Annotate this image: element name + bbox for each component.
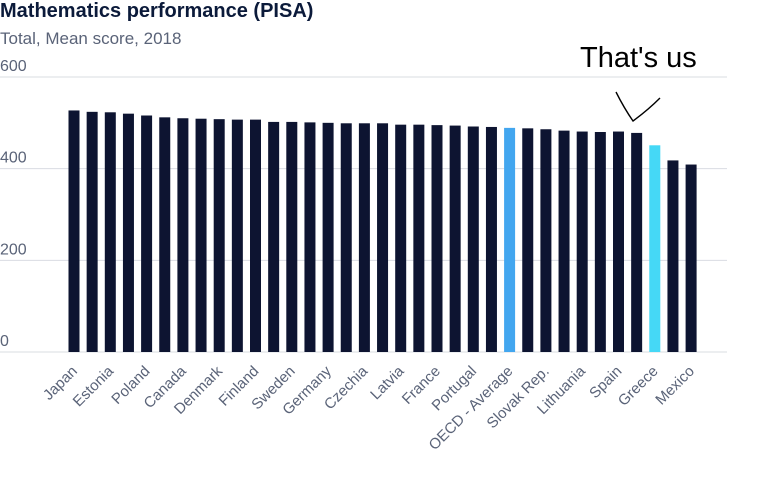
bar xyxy=(467,126,479,352)
bar xyxy=(340,123,352,353)
bar xyxy=(649,145,661,352)
bar xyxy=(631,132,643,352)
bar xyxy=(449,125,461,352)
bar xyxy=(141,115,153,352)
bar xyxy=(504,127,516,352)
bar xyxy=(613,131,624,352)
bar xyxy=(522,128,534,352)
bar xyxy=(159,117,171,352)
bar xyxy=(286,121,298,353)
annotation-text: That's us xyxy=(580,42,697,74)
bar xyxy=(322,122,334,352)
bar xyxy=(395,124,407,353)
bar xyxy=(68,110,80,352)
y-tick-label: 400 xyxy=(0,150,27,167)
x-tick-label: Greece xyxy=(615,363,662,410)
y-tick-label: 0 xyxy=(0,333,9,350)
bar xyxy=(268,121,280,353)
bar xyxy=(685,164,697,352)
y-tick-label: 200 xyxy=(0,241,27,258)
chart-title: Mathematics performance (PISA) xyxy=(0,0,314,22)
bar xyxy=(177,118,189,352)
bar xyxy=(540,129,552,352)
bar xyxy=(667,160,679,352)
bar xyxy=(413,124,425,353)
y-axis-ticks: 0 200 400 600 xyxy=(0,58,27,350)
bar xyxy=(558,130,570,352)
x-tick-label: Mexico xyxy=(652,363,698,409)
chart-subtitle: Total, Mean score, 2018 xyxy=(0,29,182,48)
bar xyxy=(250,119,261,352)
bar xyxy=(231,119,243,352)
bar xyxy=(377,123,389,353)
bar xyxy=(576,131,588,352)
bar xyxy=(358,123,370,353)
x-axis-ticks: JapanEstoniaPolandCanadaDenmarkFinlandSw… xyxy=(40,362,698,453)
bar xyxy=(594,132,606,352)
bar xyxy=(104,112,116,353)
bar xyxy=(86,111,98,352)
bar xyxy=(195,118,207,352)
x-tick-label: Estonia xyxy=(70,362,118,410)
bar xyxy=(122,113,134,353)
bar xyxy=(213,119,225,353)
bar xyxy=(304,122,316,352)
annotation-arrow xyxy=(615,91,661,122)
bars xyxy=(68,110,697,353)
bar xyxy=(431,125,443,352)
y-tick-label: 600 xyxy=(0,58,27,75)
bar xyxy=(485,126,497,352)
